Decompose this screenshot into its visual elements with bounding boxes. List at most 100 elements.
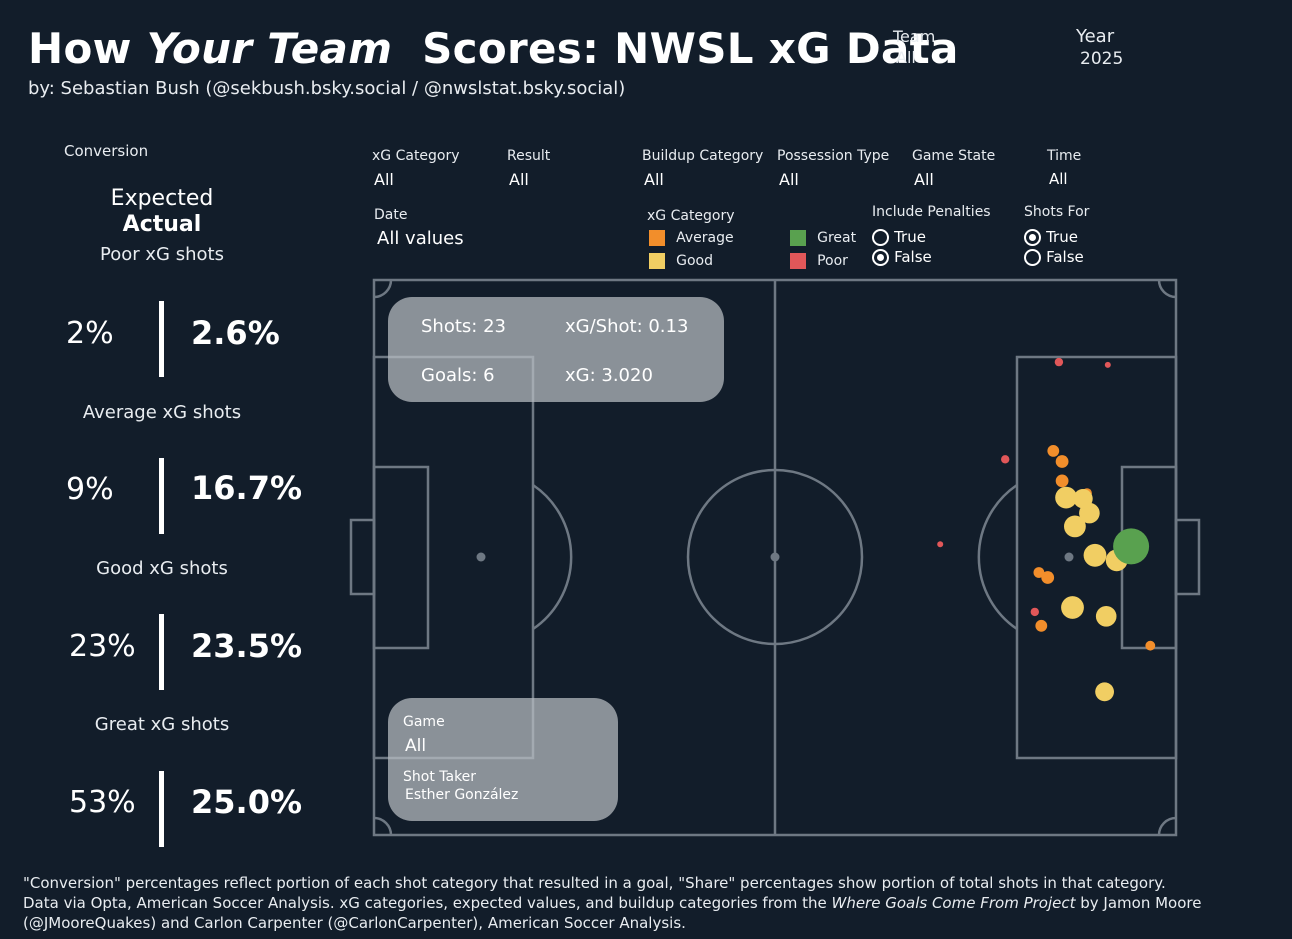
shot-point-good-1[interactable] [1061,596,1084,619]
shot-point-good-4[interactable] [1055,486,1077,509]
actual-value-poor: 2.6% [191,314,280,352]
footer-line-2-post: by Jamon Moore (@JMooreQuakes) and Carlo… [23,894,1202,932]
legend-item-good[interactable]: Good [649,250,713,269]
radio-selected-icon[interactable] [872,249,889,266]
legend-swatch-poor [790,252,806,269]
actual-value-great: 25.0% [191,783,303,821]
shot-point-good-2[interactable] [1064,515,1086,538]
left-goal [349,518,376,596]
shot-point-good-3[interactable] [1083,543,1107,567]
shot-point-poor-2[interactable] [1001,455,1010,464]
shot-point-average-4[interactable] [1055,455,1069,468]
divider-bar-good [159,614,164,690]
footer-line-2-pre: Data via Opta, American Soccer Analysis.… [23,894,832,912]
penalties-option-false[interactable]: False [872,247,932,266]
result-filter-label: Result [507,148,551,164]
penalties-option-true[interactable]: True [872,227,926,246]
shots-for-option-true-label: True [1046,228,1078,246]
divider-bar-poor [159,301,164,377]
shots-for-filter-label: Shots For [1024,204,1090,220]
left-penalty-arc [532,483,573,631]
page-title: How Your Team Scores: NWSL xG Data [28,24,959,73]
game-filter-card [388,698,618,821]
time-filter-label: Time [1047,148,1082,164]
shots-for-option-false-label: False [1046,248,1084,266]
shot-taker-filter-label: Shot Taker [403,769,476,785]
expected-value-average: 9% [66,472,114,507]
corner-arc-bottom-left [373,816,393,836]
right-penalty-spot [1064,552,1074,562]
radio-icon[interactable] [1024,249,1041,266]
shot-points [937,357,1156,702]
shot-point-poor-0[interactable] [1054,357,1064,367]
game-state-filter-label: Game State [912,148,996,164]
shot-point-good-8[interactable] [1095,682,1114,702]
shot-point-average-2[interactable] [1055,474,1069,488]
corner-arc-top-right [1157,279,1177,299]
penalties-option-false-label: False [894,248,932,266]
divider-bar-average [159,458,164,534]
result-filter-value[interactable]: All [509,170,529,189]
legend-item-poor[interactable]: Poor [790,250,848,269]
time-filter-value[interactable]: All [1049,170,1068,188]
divider-bar-great [159,771,164,847]
shot-point-average-6[interactable] [1035,619,1048,632]
shot-point-great-0[interactable] [1113,528,1150,565]
legend-label-good: Good [676,253,713,269]
shot-point-average-3[interactable] [1047,445,1060,457]
legend-item-great[interactable]: Great [790,227,856,246]
game-filter-label: Game [403,714,445,730]
xg-category-filter-value[interactable]: All [374,170,394,189]
shot-point-average-0[interactable] [1041,571,1055,584]
summary-goals: Goals: 6 [421,365,495,386]
shot-point-poor-4[interactable] [937,541,944,548]
team-filter-label: Team [893,27,936,46]
expected-value-great: 53% [69,785,136,820]
title-pre: How [28,24,147,73]
legend-swatch-great [790,229,806,246]
radio-selected-icon[interactable] [1024,229,1041,246]
conversion-heading: Conversion [64,142,149,160]
legend-item-average[interactable]: Average [649,227,734,246]
possession-filter-label: Possession Type [777,148,890,164]
shot-point-good-0[interactable] [1095,606,1117,627]
summary-card [388,297,724,402]
buildup-filter-value[interactable]: All [644,170,664,189]
radio-icon[interactable] [872,229,889,246]
category-label-poor: Poor xG shots [100,244,224,265]
footer-line-2: Data via Opta, American Soccer Analysis.… [23,893,1273,933]
expected-value-good: 23% [69,629,136,664]
legend-label-average: Average [676,230,734,246]
possession-filter-value[interactable]: All [779,170,799,189]
legend-actual: Actual [122,212,202,237]
year-filter-label: Year [1076,26,1115,47]
legend-label-poor: Poor [817,253,848,269]
footer-project-name: Where Goals Come From Project [831,894,1076,912]
shot-point-good-6[interactable] [1073,489,1093,509]
shot-point-poor-5[interactable] [1030,607,1040,617]
actual-value-average: 16.7% [191,469,303,507]
center-spot [770,552,780,562]
shots-for-option-true[interactable]: True [1024,227,1078,246]
left-penalty-spot [476,552,486,562]
game-filter-value[interactable]: All [405,736,426,756]
right-goal [1174,518,1201,596]
summary-xg: xG: 3.020 [565,365,653,386]
team-filter-value[interactable]: All [896,48,916,67]
game-state-filter-value[interactable]: All [914,170,934,189]
actual-value-good: 23.5% [191,627,303,665]
title-emphasis: Your Team [146,24,393,73]
year-filter-value[interactable]: 2025 [1080,49,1124,69]
shots-for-option-false[interactable]: False [1024,247,1084,266]
shot-point-average-7[interactable] [1145,640,1156,651]
date-filter-value[interactable]: All values [377,228,464,249]
legend-swatch-average [649,229,665,246]
shot-point-average-1[interactable] [1033,567,1045,578]
title-post: Scores: NWSL xG Data [392,24,959,73]
legend-swatch-good [649,252,665,269]
shot-point-poor-1[interactable] [1104,361,1111,368]
right-penalty-arc [977,483,1018,631]
shot-taker-filter-value[interactable]: Esther González [405,787,518,803]
center-circle [686,468,864,646]
